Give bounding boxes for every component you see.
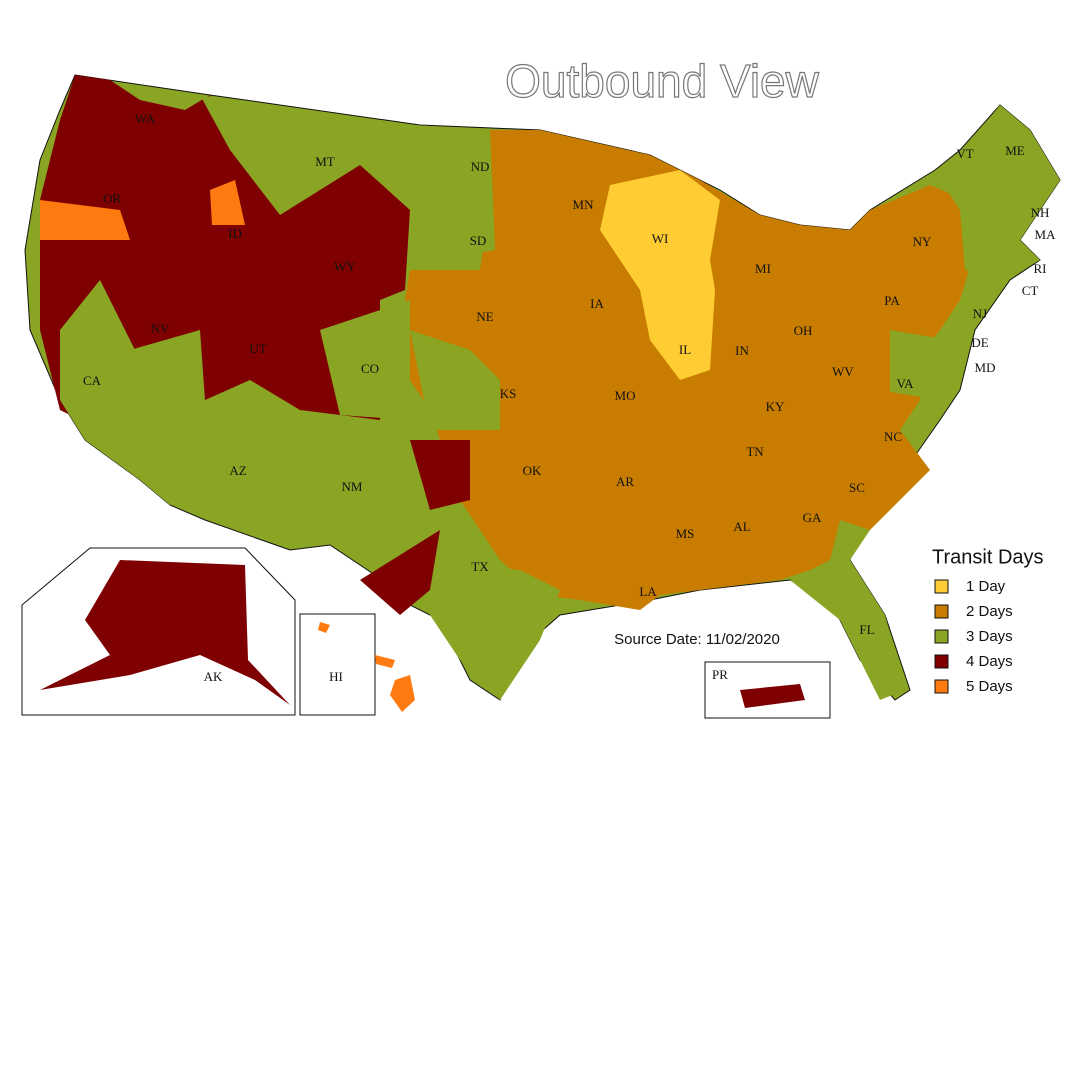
state-label: LA [639, 584, 657, 599]
state-label: CO [361, 361, 379, 376]
state-label: VT [956, 146, 973, 161]
state-label: WV [832, 364, 854, 379]
state-label: VA [896, 376, 914, 391]
region-3-days [60, 280, 220, 505]
region-3-days [320, 300, 410, 420]
state-label: MN [573, 197, 595, 212]
state-label: CA [83, 373, 102, 388]
region-5-days [40, 200, 130, 240]
legend-label: 4 Days [966, 653, 1013, 670]
state-label: AZ [229, 463, 246, 478]
state-label: NM [342, 479, 363, 494]
legend-swatch [934, 679, 949, 694]
state-label: WY [334, 259, 356, 274]
state-label: RI [1034, 261, 1047, 276]
state-label: KY [766, 399, 785, 414]
map-title: Outbound View [505, 55, 819, 107]
state-label: OH [794, 323, 813, 338]
state-label: NH [1031, 205, 1050, 220]
us-map [24, 74, 1061, 701]
state-label: NY [913, 234, 932, 249]
state-label: WA [135, 111, 156, 126]
state-label: NC [884, 429, 902, 444]
legend-swatch [934, 579, 949, 594]
state-label: MI [755, 261, 771, 276]
state-label: ID [228, 226, 242, 241]
legend-label: 3 Days [966, 628, 1013, 645]
legend-title: Transit Days [932, 546, 1044, 568]
region-3-days [410, 125, 495, 265]
state-label: AK [204, 669, 223, 684]
state-label: PA [884, 293, 900, 308]
state-label: OK [523, 463, 542, 478]
region-1-day [600, 170, 720, 380]
state-label: MD [975, 360, 996, 375]
legend-label: 2 Days [966, 603, 1013, 620]
legend-swatch [934, 604, 949, 619]
state-label: GA [803, 510, 822, 525]
region-5-days [318, 622, 330, 633]
legend: 1 Day 2 Days 3 Days 4 Days 5 Days [934, 578, 1013, 695]
region-5-days [210, 180, 245, 225]
state-label: NJ [973, 306, 987, 321]
state-label: ND [471, 159, 490, 174]
state-label: PR [712, 667, 728, 682]
legend-swatch [934, 654, 949, 669]
pr-inset [704, 661, 831, 719]
state-label: IA [590, 296, 604, 311]
region-4-days [410, 440, 470, 510]
state-label: MS [676, 526, 695, 541]
legend-label: 1 Day [966, 578, 1006, 595]
state-labels: WA OR ID MT ND SD WY NV UT CO NE KS CA AZ NM OK TX MN IA MO… [83, 111, 1056, 684]
state-label: ME [1005, 143, 1025, 158]
legend-swatch [934, 629, 949, 644]
legend-label: 5 Days [966, 678, 1013, 695]
region-5-days [390, 675, 415, 712]
state-label: TN [746, 444, 764, 459]
state-label: WI [652, 231, 669, 246]
state-label: IN [735, 343, 749, 358]
region-3-days [200, 95, 415, 210]
region-4-days [40, 75, 410, 430]
region-3-days [400, 560, 560, 700]
region-3-days [890, 330, 950, 400]
state-label: SD [470, 233, 487, 248]
state-label: FL [859, 622, 874, 637]
region-4-days [360, 530, 440, 615]
state-label: TX [471, 559, 489, 574]
inset-frame [299, 613, 376, 716]
state-label: OR [103, 191, 121, 206]
state-label: MA [1035, 227, 1057, 242]
region-4-days [40, 560, 290, 705]
state-label: UT [249, 341, 266, 356]
state-label: DE [971, 335, 988, 350]
state-label: CT [1022, 283, 1039, 298]
source-date: Source Date: 11/02/2020 [614, 631, 780, 648]
state-label: SC [849, 480, 865, 495]
state-label: MO [615, 388, 636, 403]
state-label: MT [315, 154, 335, 169]
region-3-days [940, 105, 1060, 280]
state-label: KS [500, 386, 517, 401]
region-4-days [740, 684, 805, 708]
hawaii-inset [299, 613, 415, 716]
state-label: AR [616, 474, 634, 489]
state-label: IL [679, 342, 691, 357]
state-label: NV [151, 321, 170, 336]
state-label: HI [329, 669, 343, 684]
state-label: NE [476, 309, 493, 324]
region-5-days [375, 655, 395, 668]
state-label: AL [733, 519, 750, 534]
alaska-inset [21, 547, 296, 716]
region-3-days [790, 520, 905, 700]
region-3-days [410, 330, 500, 430]
